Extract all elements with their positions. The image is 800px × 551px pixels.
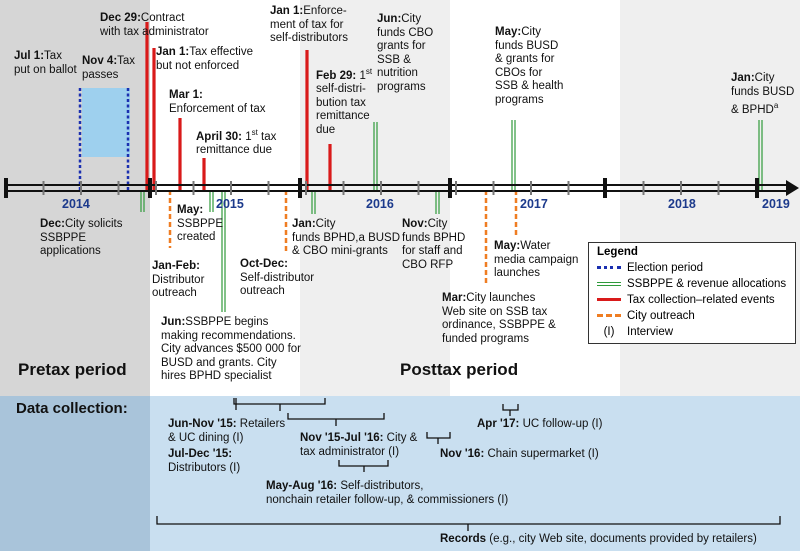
data-collection-band (150, 396, 800, 551)
event-jul1: Jul 1:Tax put on ballot (14, 50, 77, 76)
pretax-band (0, 0, 150, 396)
dc-retailers: Jun-Nov '15: Retailers & UC dining (I) (168, 418, 286, 444)
event-jan-2019: Jan:City funds BUSD & BPHDa (731, 72, 795, 116)
event-may-ssbppe: May: SSBPPE created (177, 204, 224, 243)
legend-item-tax: Tax collection–related events (597, 294, 775, 306)
dc-self-distributors: May-Aug '16: Self-distributors, nonchain… (266, 480, 509, 506)
dc-uc-followup: Apr '17: UC follow-up (I) (477, 418, 603, 430)
event-jan1-2016: Jan 1:Enforce- ment of tax for self-dist… (270, 5, 348, 44)
event-mar1: Mar 1: Enforcement of tax (169, 89, 266, 115)
legend-item-election: Election period (597, 262, 703, 274)
event-nov-2016: Nov:City funds BPHD for staff and CBO RF… (402, 218, 466, 271)
year-label-2019: 2019 (762, 197, 790, 211)
data-collection-band-left (0, 396, 150, 551)
event-nov4: Nov 4:Tax passes (82, 55, 136, 81)
event-jun-recommendations: Jun:SSBPPE begins making recommendations… (161, 316, 302, 382)
year-label-2015: 2015 (216, 197, 244, 211)
bracket-records (156, 516, 781, 531)
event-dec-solicits: Dec:City solicits SSBPPE applications (40, 218, 123, 257)
event-dec29: Dec 29:Contract with tax administrator (100, 12, 209, 38)
event-janfeb-outreach: Jan-Feb: Distributor outreach (152, 260, 205, 299)
timeline-arrowhead (786, 180, 799, 196)
legend: Legend Election period SSBPPE & revenue … (588, 242, 796, 344)
bracket-self-dist (338, 460, 389, 472)
event-mar-website: Mar:City launches Web site on SSB tax or… (442, 292, 556, 345)
event-jan1-2015: Jan 1:Tax effective but not enforced (156, 46, 253, 72)
legend-title: Legend (597, 246, 638, 258)
event-octdec-outreach: Oct-Dec: Self-distributor outreach (240, 258, 315, 297)
year-label-2017: 2017 (520, 197, 548, 211)
bracket-retailers (233, 398, 326, 411)
posttax-band-2016 (300, 0, 450, 396)
data-collection-heading: Data collection: (16, 400, 128, 417)
event-feb29: Feb 29: 1st self-distri- bution tax remi… (316, 67, 373, 136)
dc-supermarket: Nov '16: Chain supermarket (I) (440, 448, 599, 460)
bracket-supermarket (426, 432, 451, 444)
pretax-period-label: Pretax period (18, 360, 127, 379)
legend-item-interview: (I) Interview (603, 326, 674, 338)
year-label-2016: 2016 (366, 197, 394, 211)
timeline-ticks (4, 178, 759, 198)
year-label-2014: 2014 (62, 197, 90, 211)
event-may-2017: May:City funds BUSD & grants for CBOs fo… (495, 26, 564, 106)
posttax-period-label: Posttax period (400, 360, 519, 379)
legend-item-outreach: City outreach (597, 310, 695, 322)
dc-city-admin: Nov '15-Jul '16: City & tax administrato… (300, 432, 418, 458)
dc-records: Records (e.g., city Web site, documents … (440, 533, 757, 545)
year-label-2018: 2018 (668, 197, 696, 211)
event-jan-2016-funds: Jan:City funds BPHD,a BUSD & CBO mini-gr… (292, 218, 401, 257)
election-period-area (82, 88, 130, 157)
event-jun-2016: Jun:City funds CBO grants for SSB & nutr… (377, 13, 434, 93)
event-apr30: April 30: 1st tax remittance due (196, 128, 277, 157)
legend-item-allocations: SSBPPE & revenue allocations (597, 278, 786, 290)
dc-distributors: Jul-Dec '15: Distributors (I) (168, 448, 241, 474)
data-collection-brackets (156, 398, 781, 531)
bracket-city-admin (287, 413, 385, 426)
event-may-water: May:Water media campaign launches (494, 240, 579, 279)
bracket-uc-followup (502, 404, 519, 416)
